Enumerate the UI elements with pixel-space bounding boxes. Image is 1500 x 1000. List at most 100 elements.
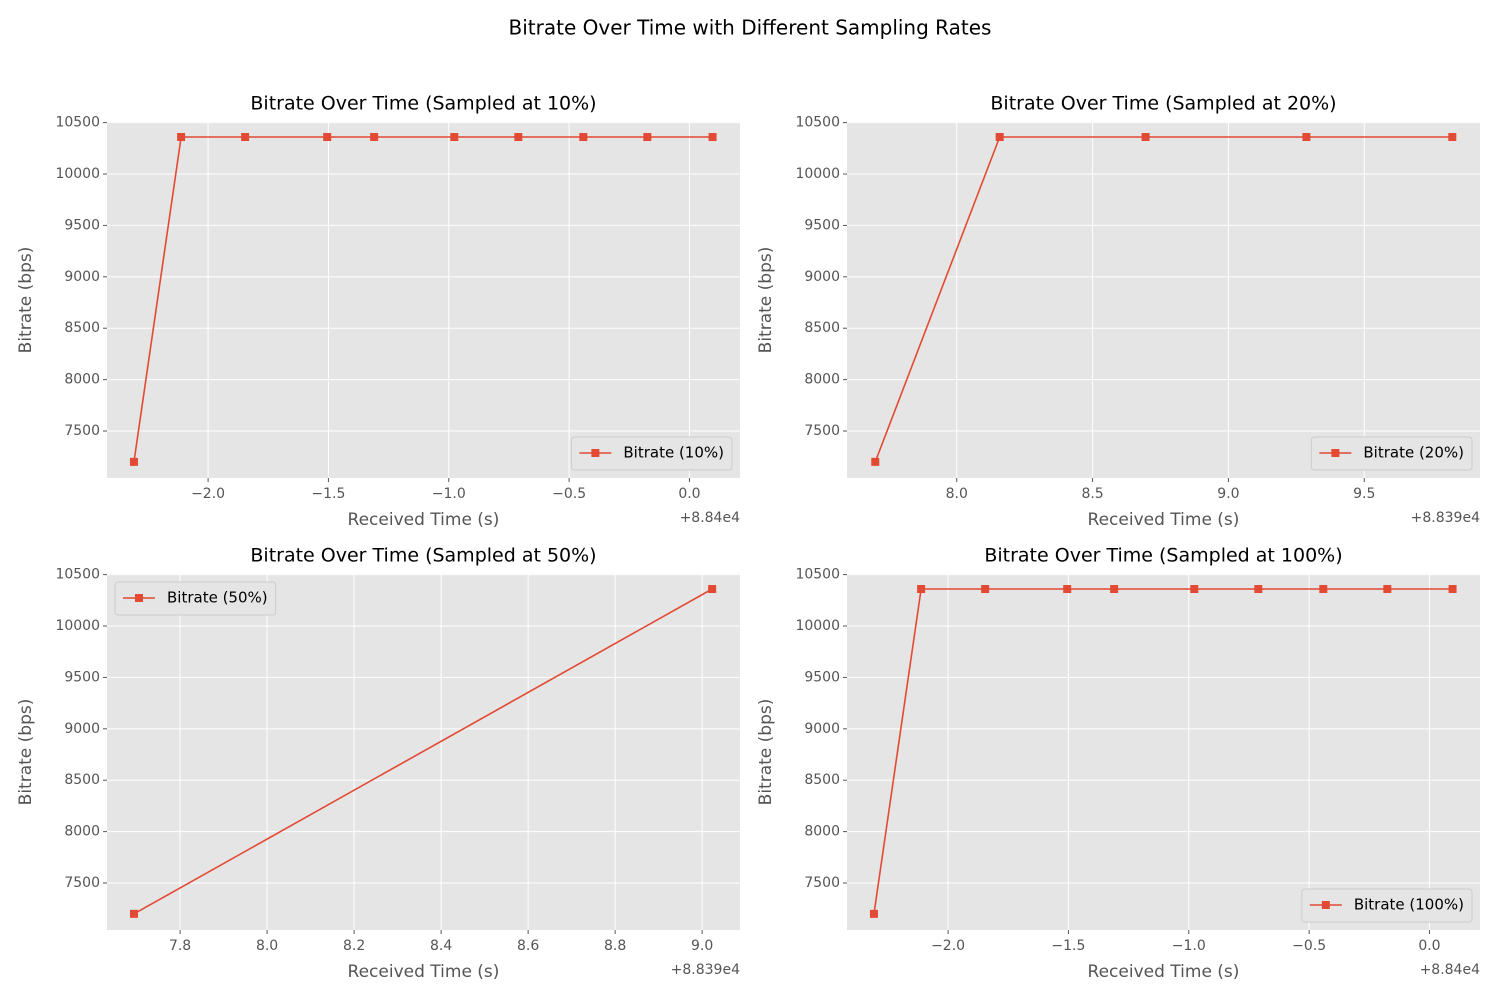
legend-label: Bitrate (20%) xyxy=(1363,444,1464,462)
x-tick-label: −1.5 xyxy=(311,486,345,502)
y-axis-label: Bitrate (bps) xyxy=(756,699,776,806)
x-axis-label: Received Time (s) xyxy=(1088,510,1240,530)
data-marker xyxy=(643,133,652,142)
subplot-title: Bitrate Over Time (Sampled at 10%) xyxy=(250,93,596,115)
x-tick-label: −0.5 xyxy=(1292,938,1326,954)
y-tick-label: 10500 xyxy=(795,567,840,583)
x-tick-label: 8.0 xyxy=(946,486,968,502)
plot-background xyxy=(847,574,1480,930)
data-marker xyxy=(129,457,138,466)
legend: Bitrate (20%) xyxy=(1310,436,1473,471)
subplot: 7500 8000 8500 9000 9500 10000 10500 7.8 8.0 8.2 8… xyxy=(16,545,740,983)
data-marker xyxy=(995,133,1004,142)
y-tick-label: 8500 xyxy=(64,320,100,336)
legend-marker xyxy=(591,449,600,457)
data-marker xyxy=(579,133,588,142)
y-tick-label: 8500 xyxy=(64,772,100,788)
y-tick-label: 10500 xyxy=(55,567,100,583)
y-tick-label: 10500 xyxy=(55,115,100,131)
subplot-title: Bitrate Over Time (Sampled at 100%) xyxy=(984,545,1342,567)
y-tick-label: 9500 xyxy=(804,669,840,685)
data-marker xyxy=(241,133,250,142)
x-offset-label: +8.839e4 xyxy=(1411,510,1480,526)
x-tick-label: 8.0 xyxy=(256,938,278,954)
y-tick-label: 8000 xyxy=(804,824,840,840)
data-marker xyxy=(1383,585,1392,594)
y-tick-label: 9500 xyxy=(64,669,100,685)
data-marker xyxy=(514,133,523,142)
y-tick-label: 7500 xyxy=(64,423,100,439)
y-tick-label: 9000 xyxy=(804,269,840,285)
x-tick-label: −0.5 xyxy=(552,486,586,502)
data-marker xyxy=(370,133,379,142)
data-marker xyxy=(1448,585,1457,594)
legend: Bitrate (10%) xyxy=(570,436,733,471)
y-tick-label: 10000 xyxy=(795,166,840,182)
x-axis-label: Received Time (s) xyxy=(1088,962,1240,982)
data-marker xyxy=(1302,133,1311,142)
x-tick-label: 8.2 xyxy=(343,938,365,954)
y-tick-label: 10000 xyxy=(55,618,100,634)
x-offset-label: +8.84e4 xyxy=(1420,962,1481,978)
y-tick-label: 10000 xyxy=(55,166,100,182)
x-tick-label: 9.5 xyxy=(1353,486,1375,502)
y-tick-label: 9000 xyxy=(64,269,100,285)
x-offset-label: +8.839e4 xyxy=(671,962,740,978)
x-tick-label: 8.5 xyxy=(1081,486,1103,502)
legend: Bitrate (100%) xyxy=(1301,888,1473,923)
data-marker xyxy=(917,585,926,594)
y-tick-label: 8500 xyxy=(804,772,840,788)
data-marker xyxy=(1319,585,1328,594)
plot-background xyxy=(107,122,740,478)
legend-box xyxy=(570,436,733,471)
legend-marker xyxy=(1331,449,1340,457)
x-tick-label: 9.0 xyxy=(691,938,713,954)
x-tick-label: 8.4 xyxy=(430,938,452,954)
plot-background xyxy=(847,122,1480,478)
data-marker xyxy=(981,585,990,594)
data-marker xyxy=(1448,133,1457,142)
figure-title: Bitrate Over Time with Different Samplin… xyxy=(509,16,992,40)
x-axis-label: Received Time (s) xyxy=(348,962,500,982)
y-tick-label: 7500 xyxy=(804,875,840,891)
x-tick-label: −1.0 xyxy=(1172,938,1206,954)
subplot-title: Bitrate Over Time (Sampled at 20%) xyxy=(990,93,1336,115)
y-tick-label: 9500 xyxy=(64,217,100,233)
y-tick-label: 9500 xyxy=(804,217,840,233)
x-tick-label: 7.8 xyxy=(169,938,191,954)
subplot-title: Bitrate Over Time (Sampled at 50%) xyxy=(250,545,596,567)
x-tick-label: 8.6 xyxy=(517,938,539,954)
y-tick-label: 8000 xyxy=(804,372,840,388)
x-tick-label: 8.8 xyxy=(604,938,626,954)
x-tick-label: 0.0 xyxy=(678,486,700,502)
legend-label: Bitrate (50%) xyxy=(167,589,268,607)
data-marker xyxy=(1141,133,1150,142)
legend-box xyxy=(114,581,277,616)
subplot: 7500 8000 8500 9000 9500 10000 10500 −2.0 −1.5 −1… xyxy=(756,545,1480,983)
y-tick-label: 10500 xyxy=(795,115,840,131)
data-marker xyxy=(869,909,878,918)
legend-marker xyxy=(135,594,143,602)
data-marker xyxy=(708,133,717,142)
y-tick-label: 9000 xyxy=(804,721,840,737)
x-tick-label: −1.0 xyxy=(432,486,466,502)
data-marker xyxy=(1254,585,1263,594)
data-marker xyxy=(1063,585,1072,594)
legend-box xyxy=(1310,436,1473,471)
data-marker xyxy=(1110,585,1119,594)
legend-label: Bitrate (100%) xyxy=(1354,896,1464,914)
y-tick-label: 7500 xyxy=(64,875,100,891)
x-tick-label: −2.0 xyxy=(191,486,225,502)
x-offset-label: +8.84e4 xyxy=(680,510,741,526)
x-axis-label: Received Time (s) xyxy=(348,510,500,530)
y-axis-label: Bitrate (bps) xyxy=(756,247,776,354)
data-line xyxy=(133,136,713,462)
y-tick-label: 8000 xyxy=(64,372,100,388)
data-marker xyxy=(1190,585,1199,594)
data-marker xyxy=(708,585,717,594)
data-line xyxy=(873,588,1453,914)
x-tick-label: 9.0 xyxy=(1217,486,1239,502)
x-tick-label: −1.5 xyxy=(1051,938,1085,954)
x-tick-label: 0.0 xyxy=(1418,938,1440,954)
